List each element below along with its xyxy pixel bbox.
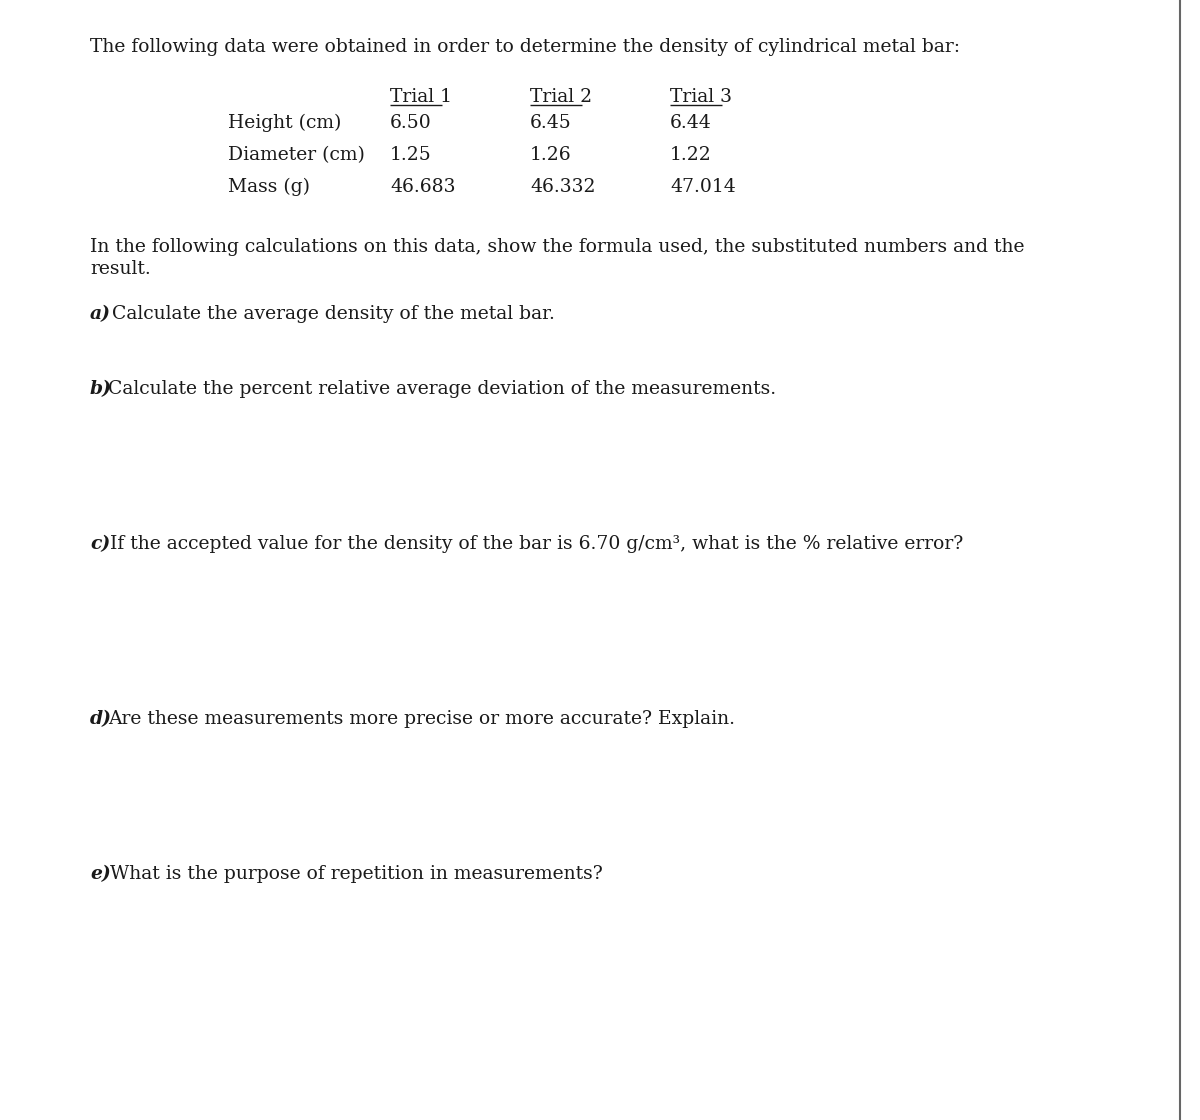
Text: Calculate the average density of the metal bar.: Calculate the average density of the met… [112,305,554,323]
Text: e): e) [90,865,110,883]
Text: In the following calculations on this data, show the formula used, the substitut: In the following calculations on this da… [90,239,1025,256]
Text: 6.50: 6.50 [390,114,432,132]
Text: 1.22: 1.22 [670,146,712,164]
Text: 1.26: 1.26 [530,146,571,164]
Text: d): d) [90,710,112,728]
Text: Diameter (cm): Diameter (cm) [228,146,365,164]
Text: Trial 1: Trial 1 [390,88,452,106]
Text: a): a) [90,305,112,323]
Text: What is the purpose of repetition in measurements?: What is the purpose of repetition in mea… [110,865,602,883]
Text: Calculate the percent relative average deviation of the measurements.: Calculate the percent relative average d… [108,380,776,398]
Text: result.: result. [90,260,151,278]
Text: 1.25: 1.25 [390,146,432,164]
Text: If the accepted value for the density of the bar is 6.70 g/cm³, what is the % re: If the accepted value for the density of… [110,535,964,553]
Text: b): b) [90,380,112,398]
Text: Trial 2: Trial 2 [530,88,592,106]
Text: 46.683: 46.683 [390,178,456,196]
Text: Trial 3: Trial 3 [670,88,732,106]
Text: c): c) [90,535,110,553]
Text: Are these measurements more precise or more accurate? Explain.: Are these measurements more precise or m… [108,710,734,728]
Text: 6.45: 6.45 [530,114,571,132]
Text: Mass (g): Mass (g) [228,178,310,196]
Text: Height (cm): Height (cm) [228,114,341,132]
Text: 6.44: 6.44 [670,114,712,132]
Text: 46.332: 46.332 [530,178,595,196]
Text: The following data were obtained in order to determine the density of cylindrica: The following data were obtained in orde… [90,38,960,56]
Text: 47.014: 47.014 [670,178,736,196]
